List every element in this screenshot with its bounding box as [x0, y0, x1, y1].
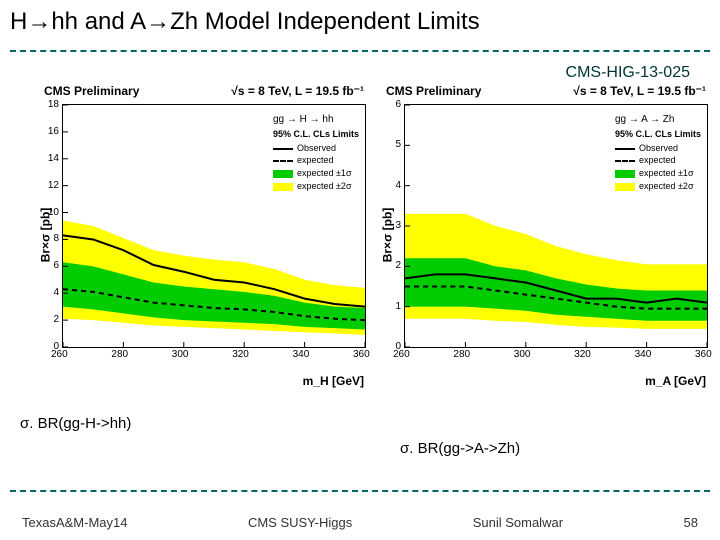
legend-label: expected ±1σ: [639, 168, 694, 180]
legend-right: gg → A → Zh 95% C.L. CLs Limits Observed…: [615, 113, 701, 193]
y-tick-label: 3: [381, 220, 401, 231]
plot-area-right: gg → A → Zh 95% C.L. CLs Limits Observed…: [404, 104, 708, 348]
publication-ref: CMS-HIG-13-025: [566, 64, 690, 82]
legend-label: expected: [297, 155, 334, 167]
chart-right: CMS Preliminary √s = 8 TeV, L = 19.5 fb⁻…: [380, 100, 710, 370]
x-tick-label: 260: [51, 349, 68, 360]
y-tick-label: 10: [39, 207, 59, 218]
x-tick-label: 260: [393, 349, 410, 360]
y-tick-label: 2: [39, 314, 59, 325]
x-tick-label: 320: [232, 349, 249, 360]
preliminary-label: CMS Preliminary: [386, 84, 481, 98]
chart-left: CMS Preliminary √s = 8 TeV, L = 19.5 fb⁻…: [38, 100, 368, 370]
x-axis-label: m_A [GeV]: [645, 374, 706, 388]
legend-row: expected: [615, 155, 701, 167]
y-tick-label: 18: [39, 99, 59, 110]
x-tick-label: 300: [514, 349, 531, 360]
plot-area-left: gg → H → hh 95% C.L. CLs Limits Observed…: [62, 104, 366, 348]
legend-swatch: [615, 160, 635, 162]
preliminary-label: CMS Preliminary: [44, 84, 139, 98]
legend-header: 95% C.L. CLs Limits: [615, 129, 701, 141]
legend-swatch: [273, 160, 293, 162]
x-tick-label: 320: [574, 349, 591, 360]
y-tick-label: 4: [39, 287, 59, 298]
y-tick-label: 2: [381, 260, 401, 271]
legend-label: Observed: [639, 143, 678, 155]
x-tick-label: 300: [172, 349, 189, 360]
x-tick-label: 340: [635, 349, 652, 360]
footer-right: Sunil Somalwar: [473, 515, 563, 530]
legend-swatch: [615, 183, 635, 191]
legend-row: expected ±2σ: [615, 181, 701, 193]
y-tick-label: 6: [39, 260, 59, 271]
x-axis-label: m_H [GeV]: [303, 374, 364, 388]
y-axis-label: Br×σ [pb]: [380, 208, 394, 263]
legend-swatch: [273, 170, 293, 178]
legend-label: expected ±2σ: [639, 181, 694, 193]
footer-left: TexasA&M-May14: [22, 515, 127, 530]
x-tick-label: 280: [453, 349, 470, 360]
legend-row: Observed: [615, 143, 701, 155]
y-tick-label: 12: [39, 180, 59, 191]
legend-label: expected ±1σ: [297, 168, 352, 180]
footer-center: CMS SUSY-Higgs: [248, 515, 352, 530]
y-tick-label: 8: [39, 233, 59, 244]
page-title: H→hh and A→Zh Model Independent Limits: [10, 8, 480, 36]
x-tick-label: 360: [353, 349, 370, 360]
y-tick-label: 1: [381, 301, 401, 312]
legend-row: expected ±1σ: [273, 168, 359, 180]
legend-row: expected: [273, 155, 359, 167]
legend-header: 95% C.L. CLs Limits: [273, 129, 359, 141]
legend-label: expected ±2σ: [297, 181, 352, 193]
caption-left: σ. BR(gg-H->hh): [20, 415, 131, 432]
lumi-label: √s = 8 TeV, L = 19.5 fb⁻¹: [231, 84, 364, 98]
legend-label: expected: [639, 155, 676, 167]
footer: TexasA&M-May14 CMS SUSY-Higgs Sunil Soma…: [0, 515, 720, 530]
process-label: gg → A → Zh: [615, 113, 701, 126]
legend-swatch: [273, 183, 293, 191]
legend-row: expected ±1σ: [615, 168, 701, 180]
footer-page: 58: [684, 515, 698, 530]
y-tick-label: 16: [39, 126, 59, 137]
legend-swatch: [273, 148, 293, 150]
legend-swatch: [615, 148, 635, 150]
caption-right: σ. BR(gg->A->Zh): [400, 440, 520, 457]
legend-row: Observed: [273, 143, 359, 155]
process-label: gg → H → hh: [273, 113, 359, 126]
legend-row: expected ±2σ: [273, 181, 359, 193]
legend-left: gg → H → hh 95% C.L. CLs Limits Observed…: [273, 113, 359, 193]
x-tick-label: 360: [695, 349, 712, 360]
y-tick-label: 6: [381, 99, 401, 110]
divider-top: [10, 50, 710, 52]
legend-label: Observed: [297, 143, 336, 155]
lumi-label: √s = 8 TeV, L = 19.5 fb⁻¹: [573, 84, 706, 98]
y-tick-label: 14: [39, 153, 59, 164]
x-tick-label: 340: [293, 349, 310, 360]
legend-swatch: [615, 170, 635, 178]
divider-bottom: [10, 490, 710, 492]
x-tick-label: 280: [111, 349, 128, 360]
y-tick-label: 5: [381, 139, 401, 150]
y-tick-label: 4: [381, 180, 401, 191]
